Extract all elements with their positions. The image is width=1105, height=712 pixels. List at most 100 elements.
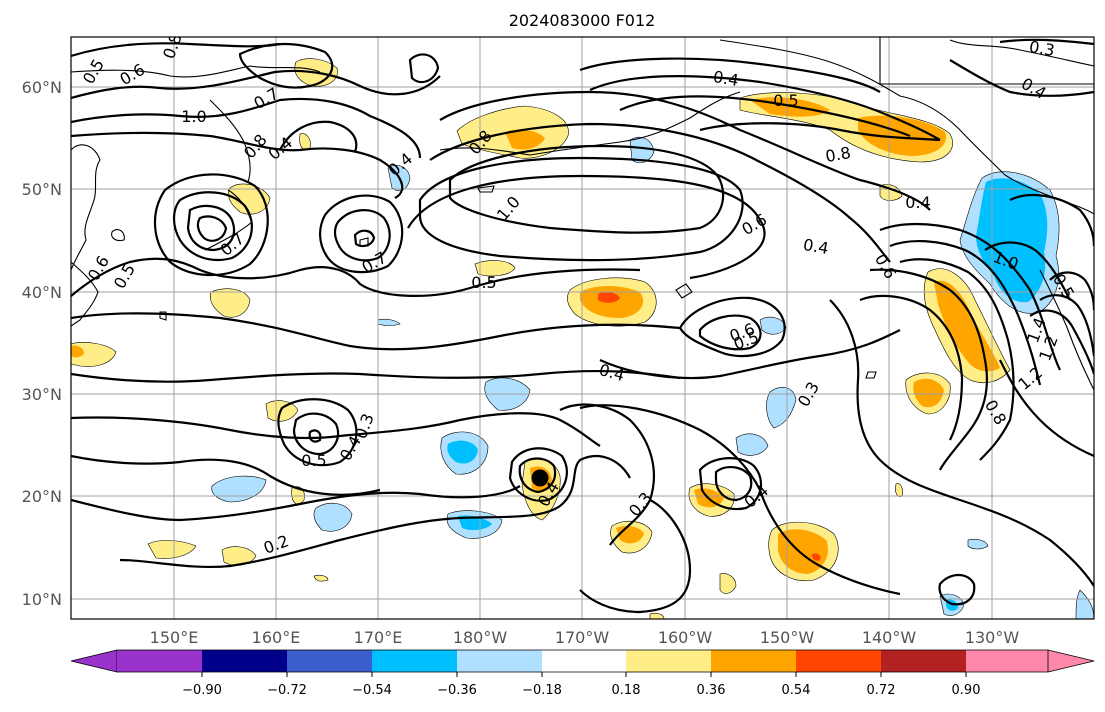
contour xyxy=(119,455,631,569)
colorbar: −0.90 −0.72 −0.54 −0.36 −0.18 0.18 0.36 … xyxy=(70,649,1095,698)
contour-lines xyxy=(71,38,1094,614)
contour-label: 0.4 xyxy=(597,360,627,385)
contour xyxy=(1009,193,1094,247)
colorbar-segment xyxy=(117,650,202,672)
warm-fill xyxy=(913,378,944,408)
contour xyxy=(889,239,1042,386)
warm-fill xyxy=(71,345,84,358)
colorbar-segment xyxy=(881,650,966,672)
map-frame xyxy=(70,36,1095,620)
warm-fill xyxy=(265,400,299,422)
contour xyxy=(619,95,911,138)
colorbar-tick: −0.54 xyxy=(352,683,392,698)
warm-fill xyxy=(71,342,117,367)
warm-fill xyxy=(221,546,257,566)
colorbar-segment xyxy=(457,650,542,672)
warm-fill xyxy=(812,553,821,561)
chart-title: 2024083000 F012 xyxy=(509,11,656,30)
lon-label: 130°W xyxy=(965,628,1020,647)
lat-label: 20°N xyxy=(22,487,62,506)
contour xyxy=(277,398,358,467)
contour xyxy=(186,204,236,252)
contour xyxy=(153,173,269,277)
cool-fill xyxy=(759,316,787,335)
contour xyxy=(353,229,376,248)
contour-label: 0.6 xyxy=(116,60,148,89)
lon-label: 150°E xyxy=(150,628,199,647)
cool-fill xyxy=(735,433,769,456)
contour-label: 0.4 xyxy=(905,193,930,212)
contour xyxy=(508,447,568,502)
storm-center-marker xyxy=(531,469,549,487)
contour xyxy=(829,299,1094,587)
contour-label: 0.4 xyxy=(802,235,830,258)
contour xyxy=(678,296,786,358)
colorbar-tick: 0.54 xyxy=(782,683,811,698)
colorbar-segment xyxy=(372,650,457,672)
contour xyxy=(279,120,358,153)
contour-label: 1.2 xyxy=(1014,363,1046,394)
lon-label: 170°W xyxy=(555,628,610,647)
contour xyxy=(1049,271,1094,311)
contour xyxy=(333,209,391,262)
contour xyxy=(1039,294,1094,357)
colorbar-segment xyxy=(542,650,626,672)
lat-label: 60°N xyxy=(22,78,62,97)
contour xyxy=(714,466,753,502)
contour xyxy=(71,69,441,100)
contour xyxy=(869,268,988,471)
contour xyxy=(292,412,340,456)
colorbar-tick: −0.90 xyxy=(182,683,222,698)
contour xyxy=(579,499,692,614)
contour xyxy=(579,57,881,93)
lat-label: 10°N xyxy=(22,590,62,609)
contour-label: 0.3 xyxy=(351,411,378,441)
colorbar-tick: 0.18 xyxy=(612,683,641,698)
contour xyxy=(999,359,1094,458)
cool-fill xyxy=(313,502,353,532)
contour-label: 0.4 xyxy=(264,133,296,164)
contour xyxy=(984,241,1071,301)
cool-fill xyxy=(629,137,655,164)
contour xyxy=(71,454,381,496)
contour-label: 0.5 xyxy=(301,451,326,470)
colorbar-segment xyxy=(711,650,796,672)
contour xyxy=(589,75,941,141)
contour xyxy=(439,90,931,211)
contour-label: 0.5 xyxy=(110,260,139,292)
warm-fill xyxy=(313,574,329,582)
contour-label: 1.0 xyxy=(181,107,206,126)
contour xyxy=(71,412,601,447)
cool-anomaly-fills xyxy=(211,137,1094,619)
cool-fill xyxy=(976,178,1048,303)
colorbar-under-arrow xyxy=(70,649,118,673)
contour xyxy=(698,314,762,351)
contour-label: 0.7 xyxy=(216,229,248,260)
map-area: 0.5 0.6 0.8 1.0 0.7 0.4 0.8 0.4 0.6 0.7 … xyxy=(71,37,1094,619)
colorbar-over-arrow xyxy=(1047,649,1095,673)
contour xyxy=(319,194,404,274)
contour xyxy=(938,573,976,606)
contour xyxy=(418,156,744,262)
warm-fill xyxy=(598,291,620,303)
contour-label: 0.4 xyxy=(712,67,740,90)
contour xyxy=(408,53,440,84)
contour xyxy=(71,257,641,297)
colorbar-tick: −0.72 xyxy=(267,683,307,698)
contour xyxy=(172,191,253,262)
contour xyxy=(699,122,941,142)
colorbar-segment xyxy=(966,650,1048,672)
lon-label: 160°E xyxy=(252,628,301,647)
warm-fill xyxy=(209,288,251,318)
contour xyxy=(429,122,891,263)
warm-fill xyxy=(879,184,903,201)
contour-label: 0.8 xyxy=(240,130,271,162)
contour-label: 0.5 xyxy=(773,91,798,110)
contour xyxy=(71,485,521,522)
graticule xyxy=(71,37,1094,619)
warm-fill xyxy=(474,260,516,277)
contour-label: 0.8 xyxy=(981,396,1010,428)
contour xyxy=(1029,309,1094,375)
cool-fill xyxy=(211,475,267,503)
lat-label: 40°N xyxy=(22,283,62,302)
